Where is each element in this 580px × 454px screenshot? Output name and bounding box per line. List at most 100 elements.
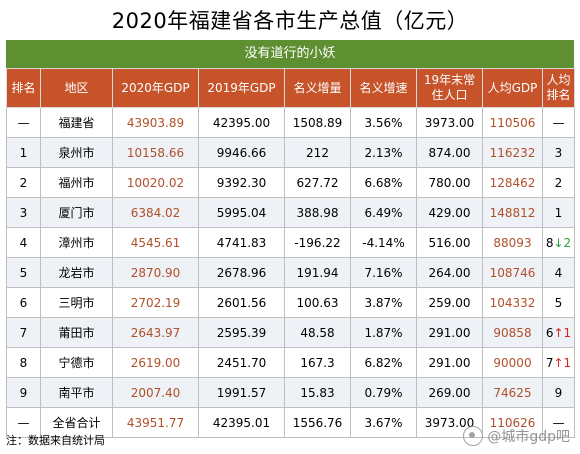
percap-rank-value: —: [552, 115, 565, 130]
cell-percap-rank: 5: [542, 287, 575, 318]
cell-percap: 110626: [482, 407, 543, 438]
cell-gdp2020: 6384.02: [112, 197, 199, 228]
percap-rank-value: —: [552, 415, 565, 430]
cell-population: 264.00: [416, 257, 483, 288]
cell-population: 291.00: [416, 317, 483, 348]
cell-percap: 104332: [482, 287, 543, 318]
table-row: 5 龙岩市 2870.90 2678.96 191.94 7.16% 264.00 10874…: [6, 257, 575, 288]
cell-increase: 1556.76: [284, 407, 351, 438]
cell-growth: -4.14%: [350, 227, 417, 258]
cell-region: 南平市: [40, 377, 113, 408]
cell-rank: 3: [6, 197, 41, 228]
cell-gdp2019: 2601.56: [198, 287, 285, 318]
cell-gdp2019: 2678.96: [198, 257, 285, 288]
cell-growth: 2.13%: [350, 137, 417, 168]
col-header-growth: 名义增速: [350, 68, 417, 108]
table-row: 1 泉州市 10158.66 9946.66 212 2.13% 874.00 116232 3: [6, 137, 575, 168]
page-title: 2020年福建省各市生产总值（亿元）: [111, 9, 469, 33]
cell-growth: 1.87%: [350, 317, 417, 348]
cell-region: 福建省: [40, 107, 113, 138]
cell-percap-rank: —: [542, 407, 575, 438]
table-row: 3 厦门市 6384.02 5995.04 388.98 6.49% 429.00 14881…: [6, 197, 575, 228]
cell-percap: 90858: [482, 317, 543, 348]
table-row: 6 三明市 2702.19 2601.56 100.63 3.87% 259.00 10433…: [6, 287, 575, 318]
cell-gdp2020: 2007.40: [112, 377, 199, 408]
watermark-text: @城市gdp吧: [487, 429, 570, 445]
cell-growth: 6.68%: [350, 167, 417, 198]
cell-gdp2020: 10158.66: [112, 137, 199, 168]
cell-percap-rank: 2: [542, 167, 575, 198]
col-header-gdp2020: 2020年GDP: [112, 68, 199, 108]
cell-gdp2020: 2702.19: [112, 287, 199, 318]
cell-region: 全省合计: [40, 407, 113, 438]
rank-up-indicator: ↑1: [553, 325, 572, 340]
cell-increase: 15.83: [284, 377, 351, 408]
cell-gdp2019: 1991.57: [198, 377, 285, 408]
cell-percap-rank: 9: [542, 377, 575, 408]
cell-region: 莆田市: [40, 317, 113, 348]
col-header-percap: 人均GDP: [482, 68, 543, 108]
table-row: 7 莆田市 2643.97 2595.39 48.58 1.87% 291.00 90858 6…: [6, 317, 575, 348]
col-header-gdp2019: 2019年GDP: [198, 68, 285, 108]
cell-gdp2020: 2870.90: [112, 257, 199, 288]
cell-rank: 2: [6, 167, 41, 198]
cell-region: 三明市: [40, 287, 113, 318]
cell-gdp2019: 42395.01: [198, 407, 285, 438]
cell-region: 宁德市: [40, 347, 113, 378]
table-row: — 福建省 43903.89 42395.00 1508.89 3.56% 3973.00 1…: [6, 107, 575, 138]
cell-increase: 100.63: [284, 287, 351, 318]
cell-percap: 108746: [482, 257, 543, 288]
cell-rank: 1: [6, 137, 41, 168]
cell-increase: -196.22: [284, 227, 351, 258]
cell-percap-rank: 3: [542, 137, 575, 168]
col-header-rank: 排名: [6, 68, 41, 108]
watermark: @城市gdp吧: [463, 426, 570, 446]
rank-up-indicator: ↑1: [553, 355, 572, 370]
cell-increase: 1508.89: [284, 107, 351, 138]
cell-rank: 5: [6, 257, 41, 288]
percap-rank-value: 7: [545, 355, 554, 370]
table-header-row: 排名 地区 2020年GDP 2019年GDP 名义增量 名义增速 19年末常住…: [6, 68, 575, 108]
cell-growth: 7.16%: [350, 257, 417, 288]
cell-rank: —: [6, 107, 41, 138]
cell-growth: 0.79%: [350, 377, 417, 408]
cell-gdp2019: 4741.83: [198, 227, 285, 258]
cell-growth: 3.56%: [350, 107, 417, 138]
cell-gdp2020: 2619.00: [112, 347, 199, 378]
cell-percap-rank: 4: [542, 257, 575, 288]
rank-down-indicator: ↓2: [553, 235, 572, 250]
percap-rank-value: 5: [554, 295, 563, 310]
percap-rank-value: 8: [545, 235, 554, 250]
cell-gdp2020: 43903.89: [112, 107, 199, 138]
cell-rank: 6: [6, 287, 41, 318]
cell-percap-rank: 1: [542, 197, 575, 228]
cell-population: 3973.00: [416, 407, 483, 438]
table-row: — 全省合计 43951.77 42395.01 1556.76 3.67% 3973.00…: [6, 407, 575, 438]
cell-population: 874.00: [416, 137, 483, 168]
percap-rank-value: 2: [554, 175, 563, 190]
col-header-increase: 名义增量: [284, 68, 351, 108]
cell-percap: 128462: [482, 167, 543, 198]
cell-rank: —: [6, 407, 41, 438]
subtitle-bar: 没有道行的小妖: [6, 40, 574, 68]
cell-increase: 388.98: [284, 197, 351, 228]
cell-gdp2019: 9946.66: [198, 137, 285, 168]
cell-population: 259.00: [416, 287, 483, 318]
col-header-percap-rank: 人均排名: [542, 68, 575, 108]
cell-increase: 167.3: [284, 347, 351, 378]
cell-gdp2020: 10020.02: [112, 167, 199, 198]
cell-percap: 90000: [482, 347, 543, 378]
table-row: 4 漳州市 4545.61 4741.83 -196.22 -4.14% 516.00 880…: [6, 227, 575, 258]
cell-percap-rank: 7↑1: [542, 347, 575, 378]
cell-percap: 110506: [482, 107, 543, 138]
cell-percap-rank: 6↑1: [542, 317, 575, 348]
cell-population: 3973.00: [416, 107, 483, 138]
table-row: 2 福州市 10020.02 9392.30 627.72 6.68% 780.00 1284…: [6, 167, 575, 198]
percap-rank-value: 4: [554, 265, 563, 280]
cell-increase: 48.58: [284, 317, 351, 348]
table-row: 8 宁德市 2619.00 2451.70 167.3 6.82% 291.00 90000 7…: [6, 347, 575, 378]
cell-percap: 116232: [482, 137, 543, 168]
cell-population: 291.00: [416, 347, 483, 378]
cell-gdp2020: 43951.77: [112, 407, 199, 438]
cell-region: 漳州市: [40, 227, 113, 258]
